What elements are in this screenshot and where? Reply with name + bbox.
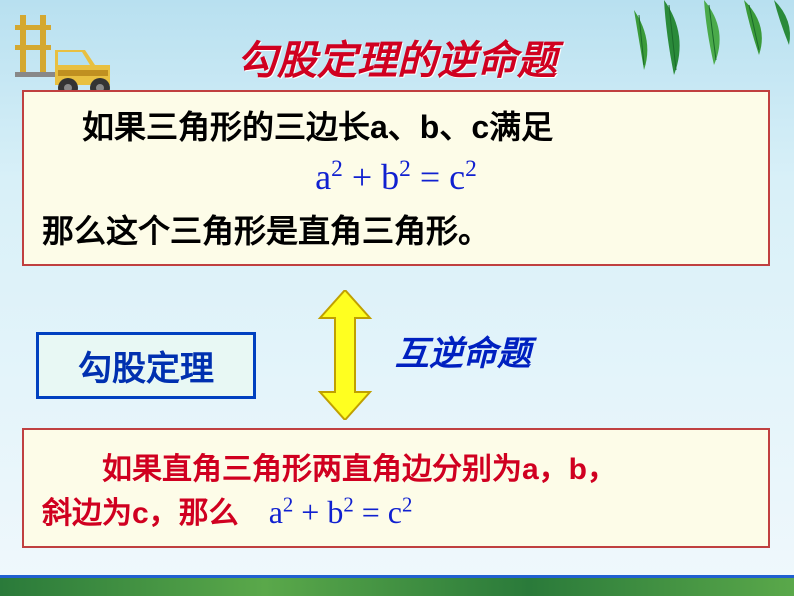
- box2-line2: 斜边为c，那么 a2 + b2 = c2: [42, 488, 750, 532]
- box1-formula: a2 + b2 = c2: [42, 156, 750, 198]
- pythagoras-label-box: 勾股定理: [36, 332, 256, 399]
- box1-conclusion: 那么这个三角形是直角三角形。: [42, 206, 750, 252]
- inverse-proposition-label: 互逆命题: [395, 326, 531, 375]
- double-arrow-icon: [315, 290, 375, 420]
- box2-line1: 如果直角三角形两直角边分别为a，b，: [42, 444, 750, 488]
- slide-title: 勾股定理的逆命题: [0, 28, 794, 86]
- bottom-grass-decoration: [0, 578, 794, 596]
- box1-premise: 如果三角形的三边长a、b、c满足: [82, 102, 750, 148]
- converse-theorem-box: 如果三角形的三边长a、b、c满足 a2 + b2 = c2 那么这个三角形是直角…: [22, 90, 770, 266]
- pythagoras-theorem-box: 如果直角三角形两直角边分别为a，b， 斜边为c，那么 a2 + b2 = c2: [22, 428, 770, 548]
